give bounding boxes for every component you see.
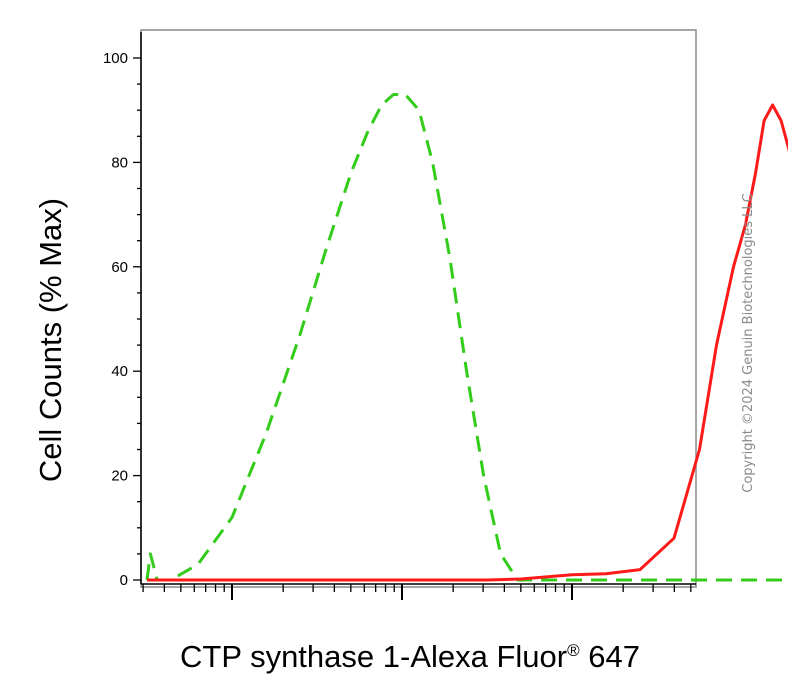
x-axis-label: CTP synthase 1-Alexa Fluor® 647	[180, 639, 640, 674]
y-tick-label: 80	[111, 154, 128, 171]
x-axis-label-registered: ®	[567, 641, 580, 660]
y-axis: 0 20 40 60 80 100	[103, 32, 142, 589]
y-tick-label: 20	[111, 468, 128, 485]
y-tick-label: 40	[111, 363, 128, 380]
y-tick-label: 100	[103, 50, 128, 67]
y-axis-label: Cell Counts (% Max)	[33, 198, 68, 482]
control-histogram-line	[145, 93, 788, 582]
y-tick-label: 60	[111, 259, 128, 276]
x-axis-label-suffix: 647	[580, 639, 640, 674]
y-tick-label: 0	[120, 572, 128, 589]
plot-area	[140, 29, 697, 588]
plot-frame	[140, 29, 697, 588]
series-layer	[145, 93, 788, 582]
x-axis	[141, 583, 696, 600]
sample-histogram-line	[147, 103, 788, 582]
x-axis-label-main: CTP synthase 1-Alexa Fluor	[180, 639, 567, 674]
copyright-watermark: Copyright ©2024 Genuin Biotechnologies L…	[741, 193, 756, 492]
